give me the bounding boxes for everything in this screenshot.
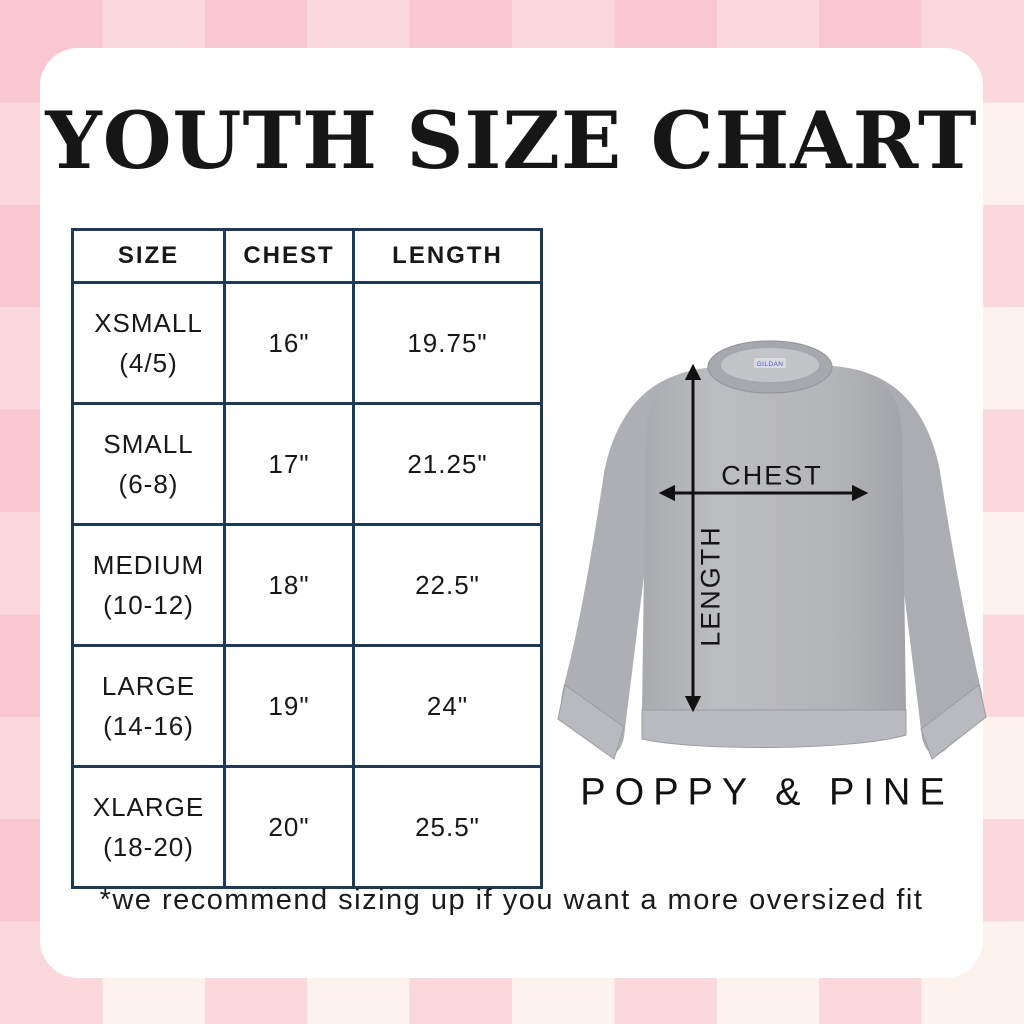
column-header-length: LENGTH — [352, 228, 543, 284]
length-measure-label: LENGTH — [695, 525, 726, 647]
size-label: MEDIUM — [92, 550, 205, 580]
chest-cell: 18" — [223, 523, 355, 647]
table-row: XSMALL (4/5) 16" 19.75" — [71, 281, 543, 405]
table-row: LARGE (14-16) 19" 24" — [71, 644, 543, 768]
chest-cell: 19" — [223, 644, 355, 768]
chart-card: YOUTH SIZE CHART SIZE CHEST LENGTH XSMAL… — [40, 48, 987, 978]
sweatshirt-body — [642, 363, 906, 710]
sweatshirt-illustration: GILDAN — [552, 325, 992, 765]
sweatshirt-left-cuff — [557, 684, 625, 760]
sweatshirt-right-cuff — [920, 684, 987, 760]
size-cell: MEDIUM (10-12) — [71, 523, 226, 647]
size-cell: LARGE (14-16) — [71, 644, 226, 768]
column-header-chest: CHEST — [223, 228, 355, 284]
size-label: LARGE — [101, 671, 196, 701]
table-header-row: SIZE CHEST LENGTH — [71, 228, 543, 284]
size-range: (18-20) — [103, 832, 194, 862]
sweatshirt-svg: GILDAN — [557, 340, 987, 760]
size-label: XSMALL — [94, 308, 203, 338]
size-range: (14-16) — [103, 711, 194, 741]
table-row: XLARGE (18-20) 20" 25.5" — [71, 765, 543, 889]
size-range: (4/5) — [119, 348, 178, 378]
neck-tag-text: GILDAN — [757, 361, 784, 368]
sweatshirt-collar-seam — [707, 340, 833, 394]
length-cell: 22.5" — [352, 523, 543, 647]
brand-name: POPPY & PINE — [580, 771, 954, 814]
chest-cell: 16" — [223, 281, 355, 405]
size-cell: XLARGE (18-20) — [71, 765, 226, 889]
size-cell: XSMALL (4/5) — [71, 281, 226, 405]
size-cell: SMALL (6-8) — [71, 402, 226, 526]
size-range: (10-12) — [103, 590, 194, 620]
neck-tag — [754, 358, 786, 368]
table-row: MEDIUM (10-12) 18" 22.5" — [71, 523, 543, 647]
table-row: SMALL (6-8) 17" 21.25" — [71, 402, 543, 526]
length-cell: 25.5" — [352, 765, 543, 889]
chest-measure-label: CHEST — [721, 460, 823, 491]
chest-cell: 17" — [223, 402, 355, 526]
sizing-footnote: *we recommend sizing up if you want a mo… — [99, 884, 924, 916]
length-cell: 19.75" — [352, 281, 543, 405]
size-range: (6-8) — [118, 469, 179, 499]
length-cell: 21.25" — [352, 402, 543, 526]
sweatshirt-waistband — [641, 709, 907, 749]
size-table: SIZE CHEST LENGTH XSMALL (4/5) 16" 19.75… — [71, 228, 543, 889]
chest-cell: 20" — [223, 765, 355, 889]
length-cell: 24" — [352, 644, 543, 768]
size-label: XLARGE — [92, 792, 205, 822]
column-header-size: SIZE — [71, 228, 226, 284]
page-title: YOUTH SIZE CHART — [45, 94, 978, 187]
size-label: SMALL — [103, 429, 194, 459]
